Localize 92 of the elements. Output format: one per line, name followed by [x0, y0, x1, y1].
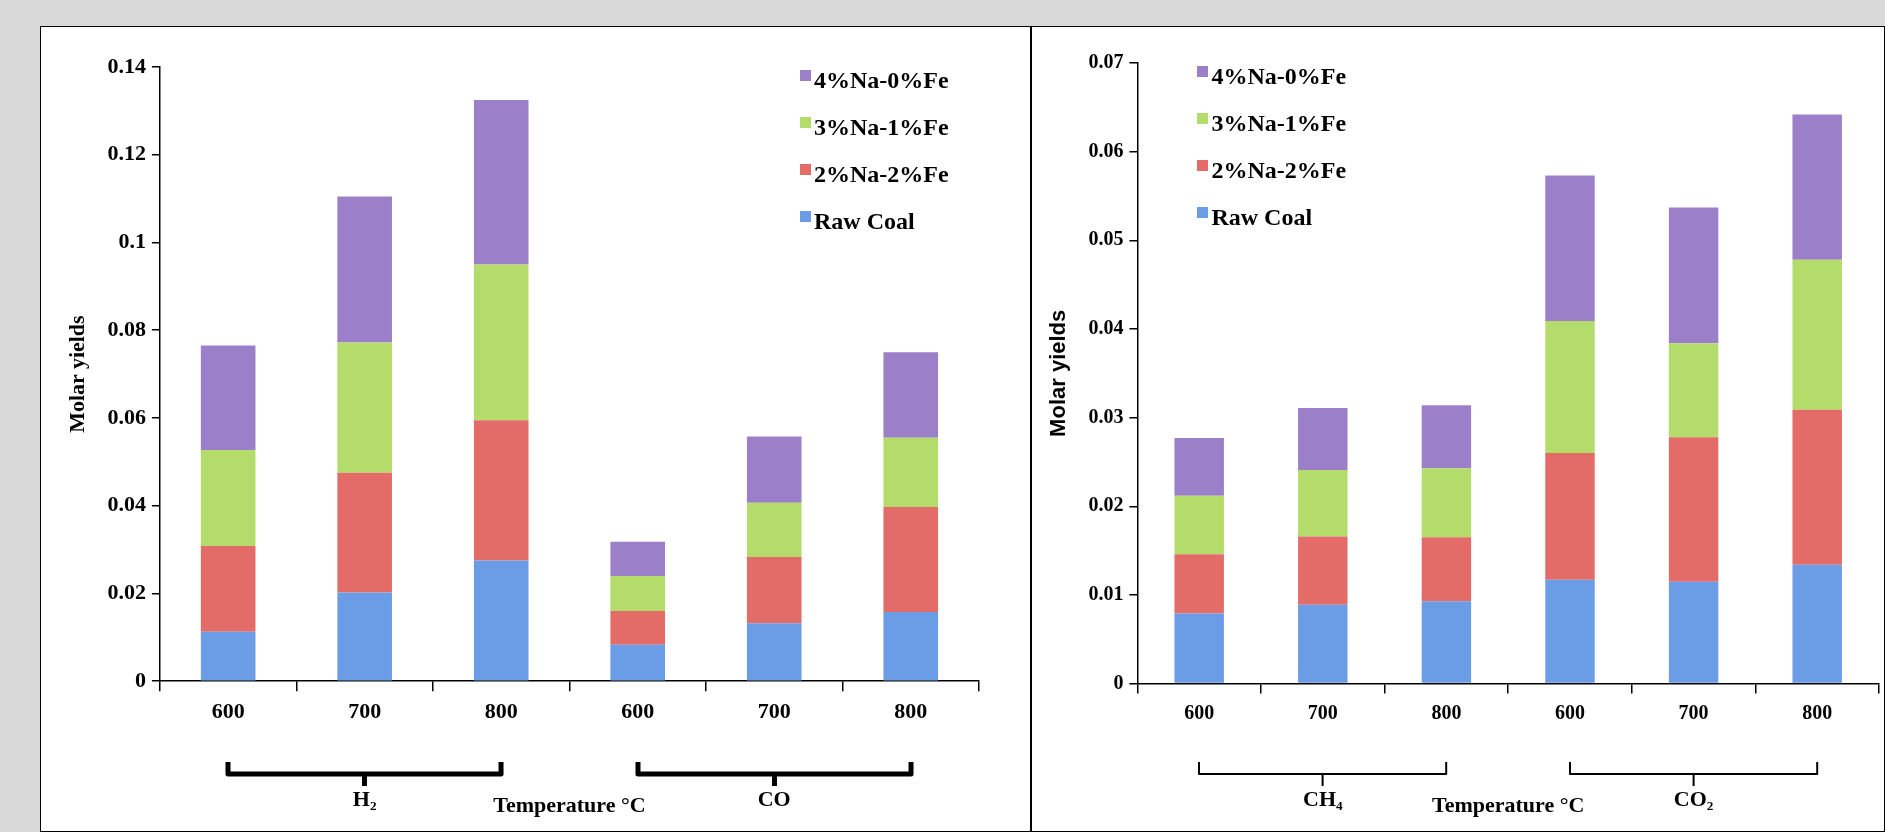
legend-label: 3%Na-1%Fe — [814, 114, 949, 141]
y-tick-label: 0.12 — [107, 140, 146, 166]
bar — [1298, 604, 1348, 683]
x-tick-label: 700 — [1678, 700, 1709, 723]
bar — [1668, 343, 1719, 438]
bar — [1421, 468, 1472, 538]
bar — [1545, 175, 1595, 321]
bar — [337, 472, 392, 593]
bar — [883, 437, 939, 508]
y-tick-label: 0.06 — [1088, 138, 1124, 161]
bar — [200, 345, 256, 450]
bar — [746, 436, 802, 503]
x-tick-label: 700 — [757, 698, 791, 724]
bar — [1298, 407, 1348, 470]
y-tick-label: 0.04 — [107, 491, 146, 517]
y-tick-label: 0.05 — [1088, 227, 1124, 250]
bar — [1545, 320, 1595, 454]
bar — [1668, 207, 1719, 344]
y-tick-label: 0.02 — [1088, 493, 1124, 516]
x-tick-label: 700 — [348, 698, 382, 724]
text: CO — [757, 786, 791, 812]
legend-label: 4%Na-0%Fe — [1211, 63, 1347, 90]
bar — [473, 420, 529, 561]
y-axis-title: Molar yields — [1045, 309, 1071, 437]
legend-label: 3%Na-1%Fe — [1211, 110, 1347, 137]
x-tick-label: 600 — [1184, 700, 1215, 723]
bar — [1421, 537, 1472, 602]
y-tick-label: 0.04 — [1088, 316, 1124, 339]
bar — [610, 541, 666, 576]
x-tick-label: 700 — [1307, 700, 1338, 723]
x-tick-label: 800 — [894, 698, 928, 724]
text: H₂ — [352, 786, 377, 812]
bar — [1298, 469, 1348, 537]
bar — [1545, 453, 1595, 580]
bar — [1668, 437, 1719, 582]
bar — [1792, 259, 1842, 410]
x-tick-label: 600 — [621, 698, 655, 724]
bar — [1298, 536, 1348, 605]
bar — [337, 342, 392, 473]
bar — [746, 557, 802, 624]
bar — [473, 264, 529, 421]
x-tick-label: 800 — [1802, 700, 1833, 723]
y-tick-label: 0.02 — [107, 579, 146, 605]
bar — [337, 196, 392, 343]
legend-label: 2%Na-2%Fe — [1211, 157, 1347, 184]
y-tick-label: 0.14 — [107, 52, 146, 78]
x-tick-label: 800 — [1431, 700, 1462, 723]
text: CH₄ — [1302, 786, 1343, 812]
bar — [1174, 495, 1224, 555]
y-tick-label: 0.03 — [1088, 404, 1124, 427]
x-tick-label: 600 — [1555, 700, 1585, 723]
bar — [1792, 114, 1842, 260]
bar — [1792, 564, 1842, 683]
bar — [200, 450, 256, 547]
bar — [200, 546, 256, 632]
y-tick-label: 0.1 — [118, 228, 146, 254]
y-tick-label: 0 — [134, 666, 146, 692]
legend-label: 4%Na-0%Fe — [814, 67, 949, 94]
y-axis-title: Molar yields — [63, 314, 89, 433]
y-tick-label: 0.06 — [107, 403, 146, 429]
y-tick-label: 0.08 — [107, 315, 146, 341]
y-tick-label: 0.07 — [1088, 50, 1124, 73]
bar — [1792, 409, 1842, 565]
bar — [1421, 405, 1472, 469]
text: CO₂ — [1673, 786, 1714, 812]
bar — [746, 623, 802, 681]
bar — [1668, 581, 1719, 683]
bar — [883, 507, 939, 612]
bar — [746, 502, 802, 558]
bar — [1174, 438, 1224, 496]
y-tick-label: 0 — [1113, 670, 1124, 693]
legend-label: 2%Na-2%Fe — [814, 161, 949, 188]
x-tick-label: 800 — [484, 698, 518, 724]
bar — [200, 631, 256, 681]
bar — [1174, 613, 1224, 683]
legend-label: Raw Coal — [814, 208, 915, 235]
y-tick-label: 0.01 — [1088, 582, 1124, 605]
x-tick-label: 600 — [211, 698, 245, 724]
bar — [1545, 579, 1595, 683]
bar — [1421, 601, 1472, 683]
x-axis-title: Temperature °C — [493, 792, 646, 818]
bar — [610, 611, 666, 645]
x-axis-title: Temperature °C — [1432, 792, 1585, 818]
bar — [610, 575, 666, 612]
legend-label: Raw Coal — [1211, 204, 1313, 231]
bar — [610, 644, 666, 681]
bar — [1174, 554, 1224, 614]
bar — [337, 592, 392, 681]
bar — [473, 560, 529, 681]
bar — [883, 611, 939, 681]
bar — [473, 99, 529, 265]
bar — [883, 352, 939, 438]
